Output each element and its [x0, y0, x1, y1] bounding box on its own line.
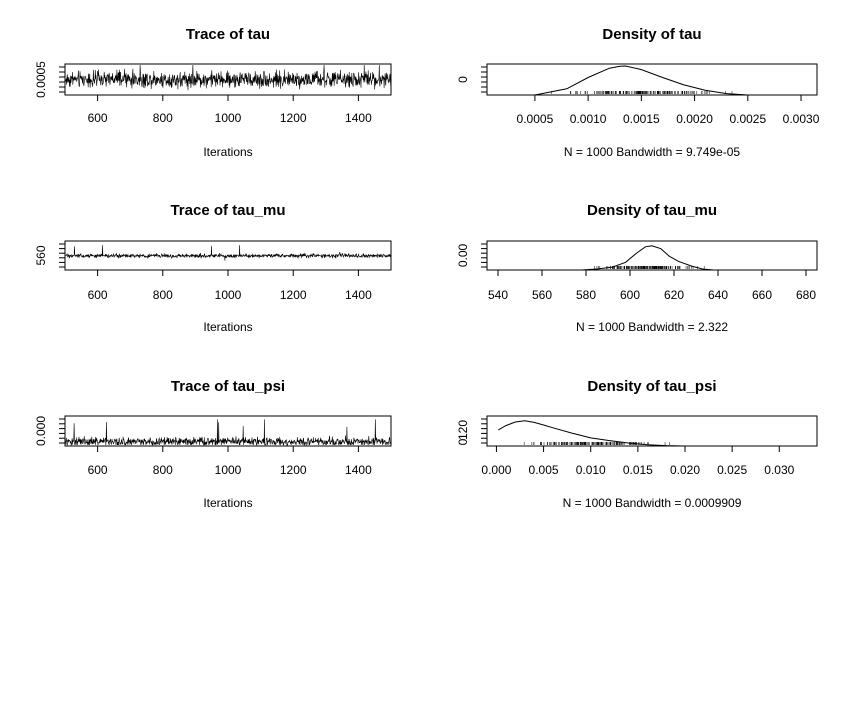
x-tick-label: 0.0030	[783, 112, 820, 126]
x-tick-label: 0.000	[481, 463, 511, 477]
trace-series-line	[64, 419, 392, 447]
y-tick-label: 0.0005	[34, 61, 48, 98]
x-axis-label: Iterations	[203, 496, 252, 510]
x-tick-label: 540	[488, 288, 508, 302]
plot-title: Trace of tau_psi	[171, 378, 285, 395]
x-tick-label: 1000	[215, 463, 242, 477]
x-tick-label: 660	[752, 288, 772, 302]
y-tick-label: 120	[456, 420, 470, 440]
x-tick-label: 1200	[280, 288, 307, 302]
panel-5: Trace of tau_psi 600 800 1000 1200 1400 0.000 I…	[34, 378, 392, 510]
x-axis-label: Iterations	[203, 145, 252, 159]
plot-title: Density of tau_mu	[587, 202, 717, 219]
x-tick-label: 0.020	[670, 463, 700, 477]
trace-series-line	[64, 245, 392, 261]
y-tick-label: 0.00	[456, 243, 470, 267]
x-tick-label: 1200	[280, 111, 307, 125]
x-tick-label: 0.0005	[517, 112, 554, 126]
plot-frame	[486, 415, 818, 447]
x-tick-label: 1400	[345, 111, 372, 125]
x-tick-label: 0.0015	[623, 112, 660, 126]
plot-title: Trace of tau	[186, 26, 270, 43]
x-tick-label: 0.0020	[676, 112, 713, 126]
x-tick-label: 0.015	[623, 463, 653, 477]
x-tick-label: 800	[153, 463, 173, 477]
trace-series-line	[64, 64, 392, 91]
y-tick-label: 0	[456, 438, 470, 445]
x-axis-label: N = 1000 Bandwidth = 0.0009909	[563, 496, 742, 510]
x-tick-label: 1400	[345, 463, 372, 477]
y-tick-label: 0	[456, 76, 470, 83]
x-axis-label: Iterations	[203, 320, 252, 334]
plot-frame	[486, 63, 818, 96]
x-tick-label: 0.005	[529, 463, 559, 477]
x-tick-label: 1000	[215, 288, 242, 302]
x-tick-label: 0.010	[576, 463, 606, 477]
x-tick-label: 640	[708, 288, 728, 302]
y-tick-label: 560	[34, 245, 48, 265]
x-tick-label: 1000	[215, 111, 242, 125]
x-axis-label: N = 1000 Bandwidth = 9.749e-05	[564, 145, 740, 159]
plot-frame	[486, 240, 818, 271]
panel-1: Trace of tau 600 800 1000 1200 1400 0.0005 Iter…	[34, 26, 392, 159]
plot-title: Density of tau	[602, 26, 701, 43]
x-tick-label: 600	[620, 288, 640, 302]
x-tick-label: 0.030	[764, 463, 794, 477]
x-tick-label: 1200	[280, 463, 307, 477]
x-tick-label: 1400	[345, 288, 372, 302]
x-tick-label: 0.025	[717, 463, 747, 477]
x-tick-label: 580	[576, 288, 596, 302]
x-tick-label: 620	[664, 288, 684, 302]
density-curve	[534, 65, 748, 96]
x-tick-label: 560	[532, 288, 552, 302]
x-tick-label: 800	[153, 288, 173, 302]
x-tick-label: 680	[796, 288, 816, 302]
x-tick-label: 600	[88, 463, 108, 477]
plot-title: Density of tau_psi	[587, 378, 716, 395]
x-tick-label: 0.0010	[570, 112, 607, 126]
x-axis-label: N = 1000 Bandwidth = 2.322	[576, 320, 728, 334]
plot-title: Trace of tau_mu	[170, 202, 285, 219]
x-tick-label: 800	[153, 111, 173, 125]
panel-2: Density of tau 0.0005 0.0010 0.0015 0.0020 0.…	[456, 26, 820, 159]
x-tick-label: 600	[88, 288, 108, 302]
panel-6: Density of tau_psi 0.000 0.005 0.010 0.015 0.…	[456, 378, 818, 510]
y-tick-label: 0.000	[34, 416, 48, 446]
x-tick-label: 600	[88, 111, 108, 125]
panel-4: Density of tau_mu 540 560 580 600 620 640 660 68…	[456, 202, 818, 334]
panel-3: Trace of tau_mu 600 800 1000 1200 1400 560 Iter…	[34, 202, 392, 334]
x-tick-label: 0.0025	[729, 112, 766, 126]
